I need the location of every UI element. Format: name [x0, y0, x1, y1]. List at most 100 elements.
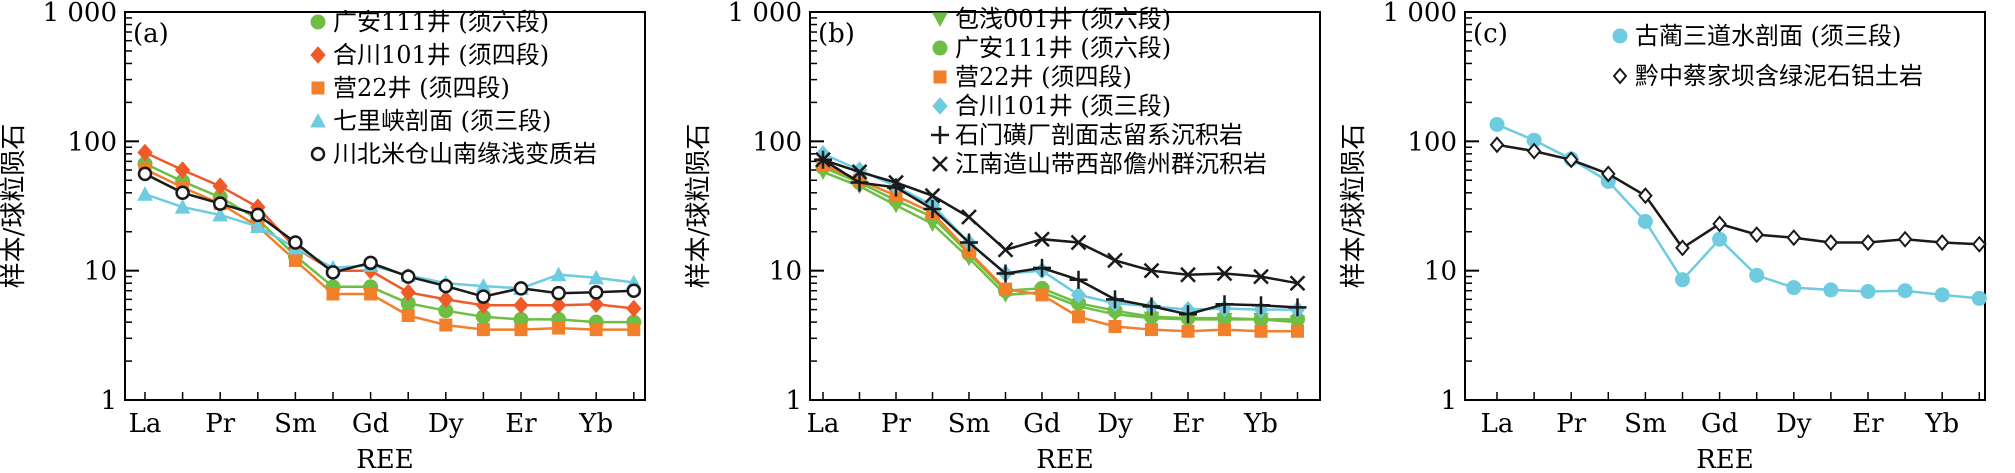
- data-point: [550, 296, 567, 315]
- data-point: [1971, 235, 1987, 253]
- y-axis-title: 样本/球粒陨石: [684, 124, 714, 289]
- x-tick-label: Pr: [881, 409, 911, 439]
- data-point: [1106, 290, 1124, 309]
- y-tick-label: 1 000: [728, 0, 802, 28]
- x-tick-label: La: [129, 409, 162, 439]
- data-point: [1070, 286, 1087, 304]
- data-point: [1675, 239, 1690, 257]
- panel-label: (c): [1473, 19, 1508, 49]
- legend-marker: [1612, 67, 1628, 85]
- data-point: [513, 296, 529, 315]
- legend-label: 川北米仓山南缘浅变质岩: [333, 140, 597, 168]
- data-point: [1675, 272, 1690, 288]
- data-point: [588, 285, 604, 300]
- y-tick-label: 1: [100, 386, 117, 416]
- data-point: [1563, 151, 1579, 169]
- data-point: [1218, 323, 1231, 337]
- data-point: [1526, 142, 1542, 160]
- x-tick-label: Sm: [948, 409, 990, 439]
- legend-marker: [933, 70, 947, 84]
- legend-marker: [310, 14, 326, 30]
- data-point: [364, 287, 378, 301]
- x-tick-label: Yb: [1924, 409, 1959, 439]
- legend-label: 江南造山带西部儋州群沉积岩: [955, 150, 1267, 178]
- panel-b: 1 10 100 1 000 La Pr Sm Gd Dy Er Yb REE 样本/球粒陨石 (b) 包浅…: [684, 0, 1321, 473]
- data-point: [438, 278, 454, 294]
- data-point: [1291, 324, 1304, 338]
- legend-marker: [310, 146, 326, 162]
- legend-label: 古蔺三道水剖面 (须三段): [1635, 22, 1901, 50]
- series-line: [822, 158, 1298, 316]
- x-tick-label: Yb: [1243, 409, 1278, 439]
- data-point: [476, 289, 491, 304]
- data-point: [249, 218, 266, 233]
- data-point: [960, 233, 978, 252]
- data-point: [1489, 116, 1505, 132]
- data-point: [997, 241, 1014, 258]
- series-4: [814, 150, 1307, 324]
- data-point: [137, 143, 153, 162]
- data-point: [174, 161, 191, 179]
- x-tick-label: Gd: [352, 409, 389, 439]
- data-point: [1035, 288, 1049, 302]
- data-point: [1145, 323, 1158, 337]
- series-line: [1496, 123, 1980, 300]
- data-point: [401, 309, 415, 323]
- data-point: [288, 253, 302, 267]
- data-point: [250, 207, 266, 223]
- data-point: [174, 199, 191, 214]
- panel-a: 1 10 100 1 000 La Pr Sm Gd Dy Er Yb REE 样本/球粒陨石 (a) 广安…: [0, 0, 646, 473]
- legend-label: 广安111井 (须六段): [955, 34, 1171, 62]
- x-tick-label: La: [1481, 409, 1514, 439]
- data-point: [212, 206, 229, 222]
- series-line: [822, 158, 1298, 285]
- series-1: [1489, 136, 1987, 257]
- y-tick-label: 100: [1407, 127, 1457, 157]
- data-point: [626, 283, 642, 298]
- data-point: [924, 187, 941, 204]
- data-point: [1971, 290, 1987, 306]
- legend: 古蔺三道水剖面 (须三段) 黔中蔡家坝含绿泥石铝土岩: [1612, 22, 1923, 90]
- legend-label: 合川101井 (须四段): [333, 41, 549, 69]
- data-point: [815, 151, 831, 168]
- x-tick-label: Yb: [578, 409, 613, 439]
- y-axis-title: 样本/球粒陨石: [0, 124, 29, 289]
- data-point: [363, 255, 378, 271]
- x-tick-label: Pr: [205, 409, 235, 439]
- series-2: [816, 158, 1304, 338]
- y-tick-label: 1 000: [43, 0, 117, 28]
- data-point: [1934, 287, 1950, 303]
- data-point: [1215, 295, 1234, 314]
- legend: 包浅001井 (须六段)广安111井 (须六段)营22井 (须四段)合川101井…: [931, 5, 1267, 178]
- data-point: [588, 295, 604, 314]
- data-point: [1033, 258, 1051, 277]
- y-tick-label: 10: [769, 257, 802, 287]
- legend-label: 营22井 (须四段): [955, 63, 1132, 91]
- data-point: [999, 282, 1012, 296]
- data-point: [851, 164, 868, 180]
- data-point: [626, 299, 642, 318]
- x-tick-label: Er: [505, 409, 537, 439]
- data-point: [1712, 231, 1728, 247]
- legend-marker: [932, 97, 948, 115]
- series-2: [138, 162, 641, 337]
- y-tick-label: 100: [67, 127, 117, 157]
- panel-c: 1 10 100 1 000 La Pr Sm Gd Dy Er Yb REE 样本/球粒陨石 (c) 古蔺…: [1339, 0, 1987, 473]
- data-point: [513, 281, 529, 296]
- data-point: [1897, 230, 1913, 248]
- data-point: [400, 269, 416, 284]
- legend: 广安111井 (须六段) 合川101井 (须四段) 营22井 (须四段) 七里峡剖面 …: [310, 8, 597, 168]
- data-point: [1216, 265, 1233, 282]
- data-point: [1072, 310, 1085, 324]
- data-point: [1637, 213, 1653, 229]
- y-tick-label: 1: [1440, 386, 1457, 416]
- x-axis-title: REE: [1036, 445, 1094, 473]
- legend-marker: [932, 40, 948, 56]
- x-tick-label: Gd: [1023, 409, 1060, 439]
- x-tick-label: La: [807, 409, 840, 439]
- data-point: [1749, 226, 1765, 244]
- series-line: [144, 151, 634, 310]
- legend-marker: [1612, 28, 1628, 44]
- data-point: [1897, 283, 1913, 299]
